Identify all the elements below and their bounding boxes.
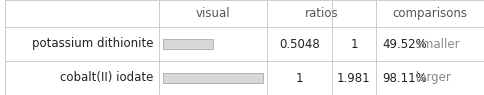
Text: 1: 1 [296, 72, 303, 84]
Bar [163, 73, 263, 83]
Text: 98.11%: 98.11% [382, 72, 427, 84]
Text: 1.981: 1.981 [337, 72, 371, 84]
Text: potassium dithionite: potassium dithionite [32, 38, 153, 51]
Text: comparisons: comparisons [393, 7, 468, 20]
Text: visual: visual [196, 7, 230, 20]
Text: smaller: smaller [412, 38, 460, 51]
Text: 49.52%: 49.52% [382, 38, 427, 51]
Text: ratios: ratios [305, 7, 339, 20]
Bar [163, 39, 213, 49]
Text: 0.5048: 0.5048 [279, 38, 320, 51]
Text: 1: 1 [350, 38, 358, 51]
Text: larger: larger [412, 72, 451, 84]
Text: cobalt(II) iodate: cobalt(II) iodate [60, 72, 153, 84]
